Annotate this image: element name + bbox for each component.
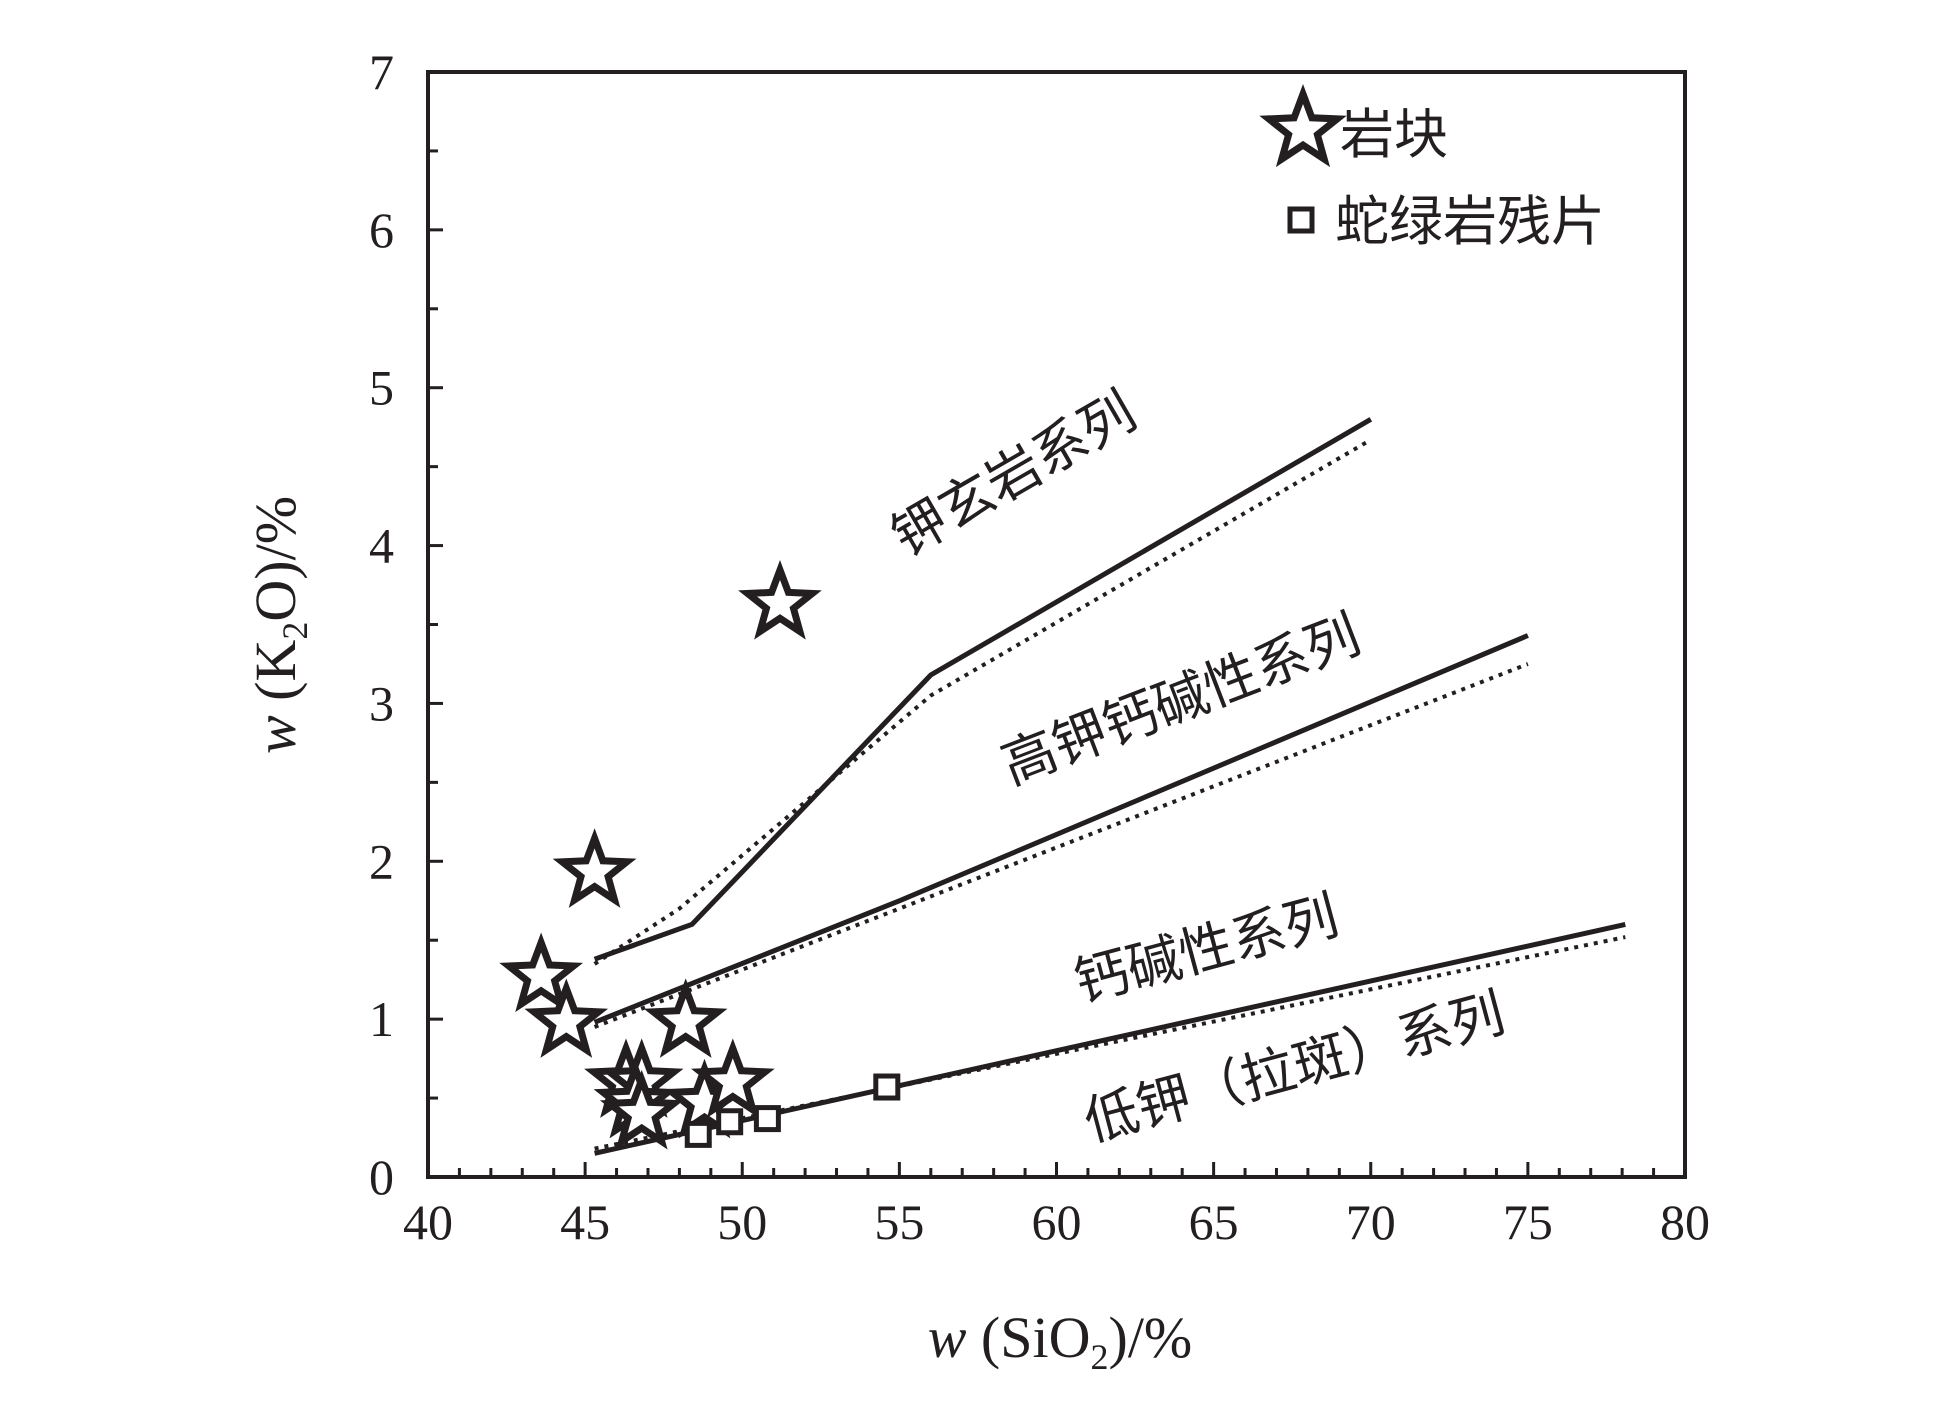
x-tick-label: 55 bbox=[874, 1194, 924, 1250]
series-region-label: 高钾钙碱性系列 bbox=[993, 603, 1368, 797]
y-tick-label: 6 bbox=[369, 202, 394, 258]
x-axis-title: w (SiO2)/% bbox=[928, 1305, 1193, 1377]
legend-square-icon bbox=[1287, 206, 1315, 234]
y-tick-label: 1 bbox=[369, 991, 394, 1047]
star-point bbox=[599, 1069, 684, 1150]
x-tick-labels: 40 45 50 55 60 65 70 75 80 bbox=[403, 1194, 1710, 1250]
x-axis-title-prefix: w bbox=[928, 1305, 967, 1370]
square-point bbox=[684, 1120, 712, 1148]
star-point bbox=[499, 932, 584, 1013]
y-axis-title: w (K2O)/% bbox=[243, 496, 315, 754]
series-region-label: 钾玄岩系列 bbox=[881, 380, 1146, 570]
y-tick-label: 4 bbox=[369, 518, 394, 574]
boundary-line-shoshonite-upper bbox=[593, 417, 1373, 962]
x-axis-title-text: (SiO bbox=[966, 1305, 1090, 1370]
y-tick-label: 2 bbox=[369, 833, 394, 889]
boundary-line-highk-upper bbox=[593, 633, 1529, 1025]
star-point bbox=[691, 1038, 775, 1118]
series-region-label: 低钾（拉斑）系列 bbox=[1078, 981, 1512, 1154]
x-tick-label: 40 bbox=[403, 1194, 453, 1250]
legend: 岩块 蛇绿岩残片 bbox=[1259, 84, 1605, 253]
star-point bbox=[643, 978, 728, 1058]
square-point bbox=[753, 1105, 781, 1133]
y-tick-label: 0 bbox=[369, 1149, 394, 1205]
x-tick-label: 60 bbox=[1032, 1194, 1082, 1250]
data-points bbox=[499, 560, 901, 1150]
y-axis-title-text: (K bbox=[243, 640, 308, 716]
square-point bbox=[716, 1108, 744, 1136]
boundary-line-shoshonite-lower bbox=[593, 438, 1372, 966]
y-axis-title-group: w (K2O)/% bbox=[243, 496, 315, 754]
x-axis-title-suffix: )/% bbox=[1109, 1305, 1193, 1370]
x-tick-label: 80 bbox=[1660, 1194, 1710, 1250]
y-axis-title-suffix: O)/% bbox=[243, 496, 308, 622]
y-tick-label: 7 bbox=[369, 44, 394, 100]
x-tick-label: 75 bbox=[1503, 1194, 1553, 1250]
y-axis-title-prefix: w bbox=[243, 715, 308, 754]
star-point bbox=[552, 828, 637, 908]
legend-label-ophiolite: 蛇绿岩残片 bbox=[1335, 190, 1605, 253]
plot-frame bbox=[426, 70, 1687, 1179]
star-point bbox=[738, 560, 822, 640]
y-axis-title-sub: 2 bbox=[275, 622, 315, 640]
x-tick-label: 70 bbox=[1346, 1194, 1396, 1250]
square-point bbox=[873, 1073, 901, 1101]
y-tick-labels: 0 1 2 3 4 5 6 7 bbox=[369, 44, 394, 1205]
legend-star-icon bbox=[1259, 84, 1347, 168]
y-tick-label: 5 bbox=[369, 360, 394, 416]
x-axis-title-sub: 2 bbox=[1091, 1337, 1109, 1377]
x-tick-label: 65 bbox=[1189, 1194, 1239, 1250]
x-tick-label: 50 bbox=[717, 1194, 767, 1250]
y-tick-label: 3 bbox=[369, 675, 394, 731]
legend-label-rock-block: 岩块 bbox=[1340, 103, 1448, 166]
x-tick-label: 45 bbox=[560, 1194, 610, 1250]
star-point bbox=[524, 978, 609, 1058]
